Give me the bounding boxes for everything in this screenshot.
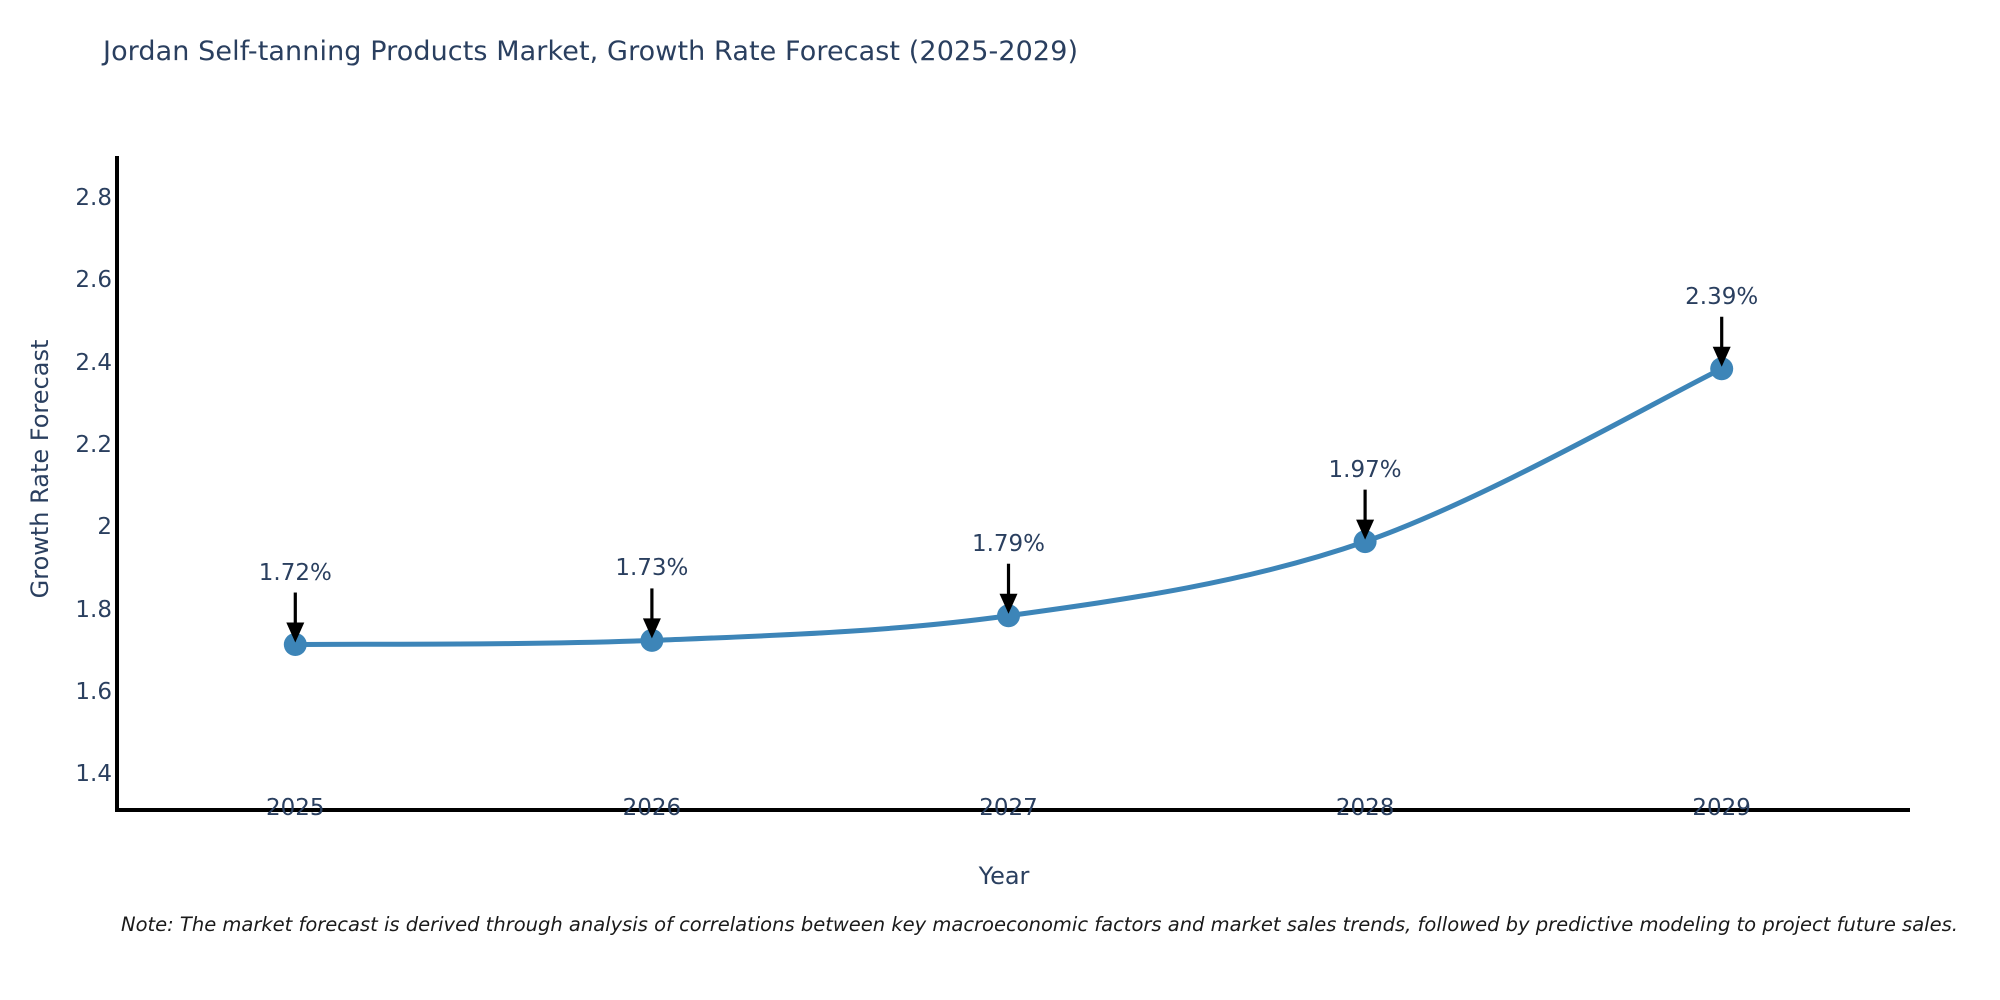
data-point-annotation: 1.79% xyxy=(971,530,1046,557)
chart-footnote: Note: The market forecast is derived thr… xyxy=(121,913,1958,936)
y-axis-tick-label: 1.4 xyxy=(75,761,112,788)
x-axis-tick-label: 2026 xyxy=(622,795,682,821)
x-axis-title: Year xyxy=(0,862,2000,890)
y-axis-tick-label: 2.4 xyxy=(75,349,112,376)
x-axis-tick-label: 2025 xyxy=(266,795,325,821)
y-axis-tick-label: 1.8 xyxy=(75,596,112,623)
chart-title: Jordan Self-tanning Products Market, Gro… xyxy=(103,36,1079,67)
x-axis-tick-label: 2029 xyxy=(1692,795,1751,821)
data-point-annotation: 1.97% xyxy=(1328,456,1402,483)
x-axis-tick-label: 2028 xyxy=(1335,795,1395,821)
y-axis-tick-label: 1.6 xyxy=(75,678,112,705)
data-point-markers xyxy=(283,357,1734,657)
x-axis-tick-label: 2027 xyxy=(979,795,1038,821)
axis-lines xyxy=(115,156,1910,812)
data-point-annotation: 1.72% xyxy=(258,559,332,586)
x-axis-title-label: Year xyxy=(978,862,1030,890)
y-axis-tick-label: 2.2 xyxy=(75,431,112,458)
y-axis-tick-label: 2.8 xyxy=(75,184,112,211)
y-axis-tick-label: 2.6 xyxy=(75,267,112,294)
annotation-arrows xyxy=(286,316,1731,643)
data-point-annotation: 2.39% xyxy=(1685,283,1759,310)
y-axis-tick-label: 2 xyxy=(97,514,112,541)
data-point-annotation: 1.73% xyxy=(615,555,689,582)
